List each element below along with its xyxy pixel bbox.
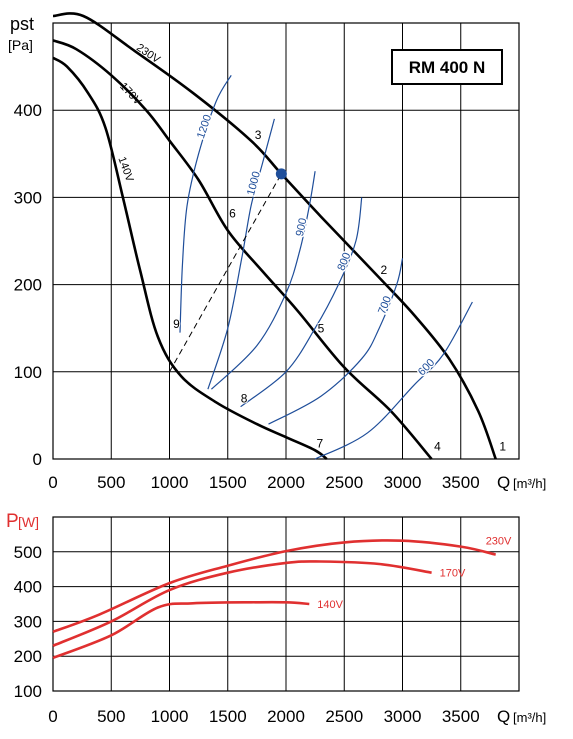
bottom-series-layer: 230V 170V 140V — [52, 536, 512, 660]
pressure-curve-170V — [52, 39, 433, 460]
bottom-x-tick-label: 3000 — [384, 707, 422, 726]
top-x-tick-label: 500 — [97, 473, 125, 492]
bottom-yunit: [W] — [18, 514, 39, 530]
top-x-tick-label: 2500 — [325, 473, 363, 492]
rpm-curve-900 — [210, 171, 316, 390]
rpm-curve-800 — [240, 197, 363, 408]
top-y-tick-label: 200 — [14, 276, 42, 295]
rpm-label-1000: 1000 — [245, 170, 263, 197]
point-marker-3: 3 — [255, 128, 262, 142]
bottom-ylabel: P — [6, 511, 19, 532]
rpm-label-1200: 1200 — [195, 113, 214, 140]
bottom-x-tick-label: 500 — [97, 707, 125, 726]
top-x-tick-label: 0 — [48, 473, 57, 492]
bottom-x-tick-label: 1000 — [151, 707, 189, 726]
power-curve-140V — [52, 600, 310, 660]
top-series-layer: 60070080090010001200230V170V140V12345678… — [52, 12, 507, 461]
top-x-tick-label: 1500 — [209, 473, 247, 492]
top-y-tick-label: 0 — [33, 450, 42, 469]
rpm-curve-1200 — [179, 74, 232, 333]
model-label: RM 400 N — [409, 58, 486, 77]
rpm-curve-1000 — [207, 118, 275, 390]
bottom-y-tick-label: 200 — [14, 647, 42, 666]
bottom-x-tick-label: 1500 — [209, 707, 247, 726]
operating-point-dot — [275, 168, 287, 180]
top-xlabel: Q — [497, 473, 510, 492]
bottom-x-tick-label: 2500 — [325, 707, 363, 726]
top-yunit: [Pa] — [8, 37, 33, 53]
top-y-tick-label: 300 — [14, 188, 42, 207]
bottom-y-tick-label: 300 — [14, 612, 42, 631]
top-grid — [52, 22, 520, 460]
point-marker-4: 4 — [434, 439, 441, 453]
system-curve — [169, 173, 282, 373]
rpm-curve-700 — [268, 258, 404, 425]
power-curve-170V — [52, 560, 432, 647]
point-marker-6: 6 — [229, 206, 236, 220]
bottom-x-tick-label: 2000 — [267, 707, 305, 726]
bottom-y-tick-label: 500 — [14, 543, 42, 562]
bottom-tick-labels: 0 500 1000 1500 2000 2500 3000 3500 100 200 300 400… — [14, 543, 480, 726]
point-marker-7: 7 — [316, 437, 323, 451]
top-x-tick-label: 2000 — [267, 473, 305, 492]
top-x-tick-label: 3500 — [442, 473, 480, 492]
power-label-140V: 140V — [317, 599, 343, 611]
point-marker-1: 1 — [499, 439, 506, 453]
point-marker-9: 9 — [173, 317, 180, 331]
model-label-box — [391, 49, 503, 85]
top-y-tick-label: 100 — [14, 363, 42, 382]
point-marker-5: 5 — [318, 322, 325, 336]
rpm-label-900: 900 — [294, 217, 310, 237]
rpm-curve-600 — [314, 301, 473, 460]
power-curve-230V — [52, 539, 496, 634]
point-marker-8: 8 — [241, 391, 248, 405]
bottom-y-tick-label: 400 — [14, 578, 42, 597]
power-label-170V: 170V — [440, 568, 466, 580]
top-xunit: [m³/h] — [513, 476, 546, 491]
top-ylabel: pst — [10, 14, 34, 34]
rpm-label-600: 600 — [416, 357, 437, 379]
bottom-x-tick-label: 3500 — [442, 707, 480, 726]
top-x-tick-label: 3000 — [384, 473, 422, 492]
point-marker-2: 2 — [381, 263, 388, 277]
voltage-label-230V: 230V — [134, 42, 163, 67]
bottom-xlabel: Q — [497, 707, 510, 726]
top-x-tick-label: 1000 — [151, 473, 189, 492]
top-tick-labels: 0 500 1000 1500 2000 2500 3000 3500 0 100 200 300 40… — [14, 101, 480, 492]
rpm-label-800: 800 — [335, 251, 353, 273]
top-y-tick-label: 400 — [14, 101, 42, 120]
pressure-curve-140V — [52, 56, 328, 461]
bottom-x-tick-label: 0 — [48, 707, 57, 726]
power-label-230V: 230V — [486, 536, 512, 548]
bottom-xunit: [m³/h] — [513, 710, 546, 725]
pressure-curve-230V — [52, 12, 497, 460]
bottom-y-tick-label: 100 — [14, 682, 42, 701]
